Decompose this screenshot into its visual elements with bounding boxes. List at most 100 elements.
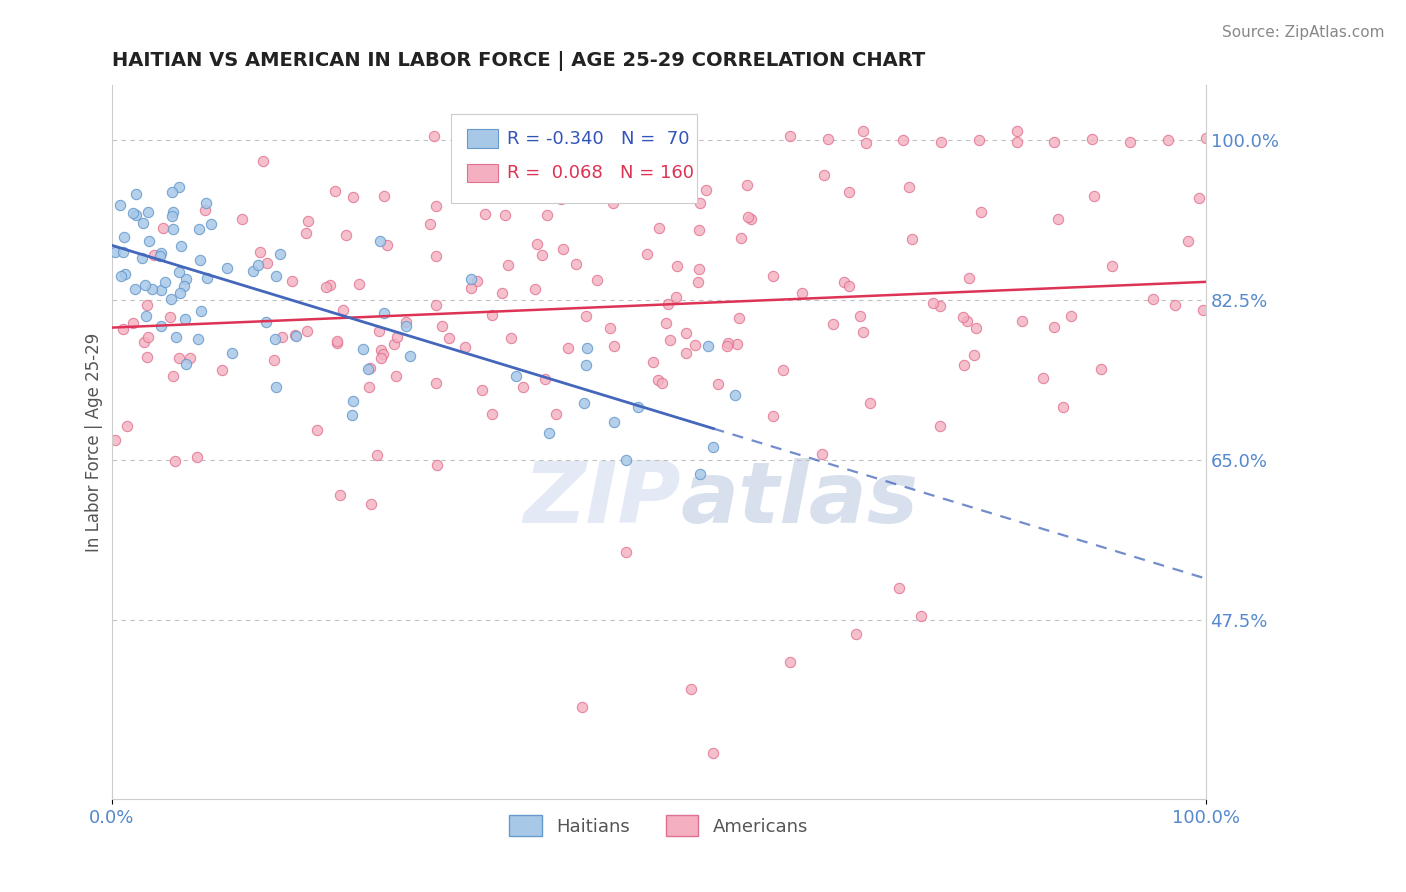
Point [159, 310, 181, 324]
Point [167, 265, 190, 279]
Point [187, 332, 209, 346]
Point [647, 221, 669, 235]
Point [772, 363, 794, 377]
Point [319, 278, 342, 293]
Point [707, 376, 730, 391]
Point [399, 349, 422, 363]
Point [697, 339, 720, 353]
Point [576, 341, 599, 355]
Point [575, 358, 598, 372]
Text: HAITIAN VS AMERICAN IN LABOR FORCE | AGE 25-29 CORRELATION CHART: HAITIAN VS AMERICAN IN LABOR FORCE | AGE… [111, 51, 925, 70]
Point [135, 350, 157, 364]
Point [326, 335, 349, 350]
Point [921, 296, 943, 310]
Point [491, 286, 513, 301]
Point [347, 277, 370, 291]
Point [366, 449, 388, 463]
Point [135, 310, 157, 324]
Point [152, 221, 174, 235]
Point [534, 371, 557, 385]
Point [1101, 260, 1123, 274]
Point [898, 180, 921, 194]
Point [1032, 371, 1054, 385]
Point [1142, 292, 1164, 306]
Point [659, 333, 682, 347]
Point [242, 263, 264, 277]
Point [425, 249, 447, 263]
Point [111, 245, 134, 260]
Point [112, 229, 135, 244]
Point [370, 351, 392, 365]
Point [295, 226, 318, 240]
Point [200, 217, 222, 231]
Point [368, 235, 391, 249]
Point [382, 337, 405, 351]
Y-axis label: In Labor Force | Age 25-29: In Labor Force | Age 25-29 [86, 333, 103, 551]
Point [425, 298, 447, 312]
Point [110, 269, 132, 284]
Point [651, 376, 673, 390]
Point [138, 234, 160, 248]
Point [315, 280, 337, 294]
Point [373, 306, 395, 320]
Point [695, 183, 717, 197]
Point [1060, 309, 1083, 323]
Point [174, 357, 197, 371]
Point [512, 380, 534, 394]
Point [675, 326, 697, 341]
Point [124, 281, 146, 295]
Point [194, 202, 217, 217]
Point [284, 329, 307, 343]
Point [385, 369, 408, 384]
Point [813, 168, 835, 182]
Point [352, 342, 374, 356]
Point [494, 208, 516, 222]
Point [104, 245, 127, 260]
Point [481, 408, 503, 422]
Point [735, 178, 758, 192]
Point [211, 363, 233, 377]
Point [689, 196, 711, 211]
Point [179, 351, 201, 365]
Point [186, 450, 208, 464]
Point [832, 275, 855, 289]
Point [1083, 189, 1105, 203]
FancyBboxPatch shape [451, 113, 697, 202]
Point [665, 260, 688, 274]
Point [122, 206, 145, 220]
Point [1046, 212, 1069, 227]
Point [160, 209, 183, 223]
Point [636, 247, 658, 261]
Point [1005, 124, 1028, 138]
Point [162, 221, 184, 235]
Point [779, 655, 801, 669]
Point [342, 189, 364, 203]
Point [526, 237, 548, 252]
Point [474, 207, 496, 221]
Point [496, 258, 519, 272]
Point [342, 408, 364, 422]
Point [702, 440, 724, 454]
Point [335, 227, 357, 242]
Point [256, 256, 278, 270]
Point [614, 453, 637, 467]
Point [453, 341, 475, 355]
Point [530, 248, 553, 262]
Point [586, 273, 609, 287]
Point [264, 269, 287, 284]
Point [1052, 401, 1074, 415]
Point [252, 154, 274, 169]
Point [150, 319, 173, 334]
Point [385, 330, 408, 344]
Point [221, 345, 243, 359]
Point [852, 124, 875, 138]
Point [603, 339, 626, 353]
Point [122, 316, 145, 330]
Point [575, 309, 598, 323]
Point [845, 627, 868, 641]
Point [426, 458, 449, 472]
Point [1005, 135, 1028, 149]
Point [810, 447, 832, 461]
Point [197, 271, 219, 285]
Point [1195, 131, 1218, 145]
